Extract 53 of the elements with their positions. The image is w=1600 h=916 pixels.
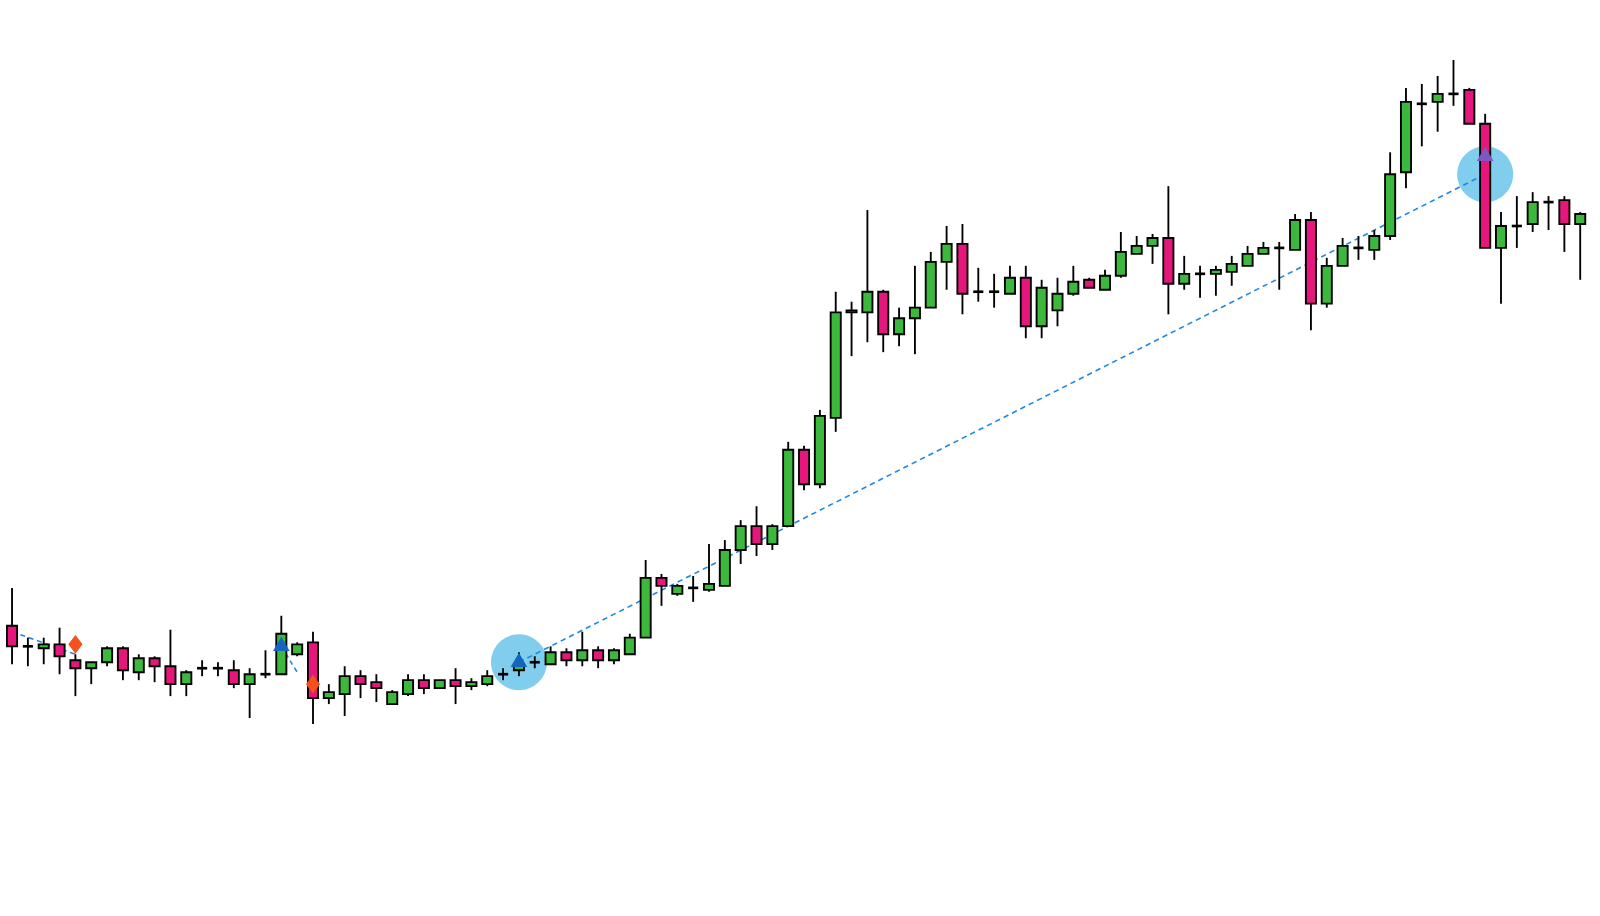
candlestick [1463, 86, 1476, 125]
candlestick [180, 669, 193, 698]
candlestick [1003, 264, 1016, 295]
candlestick [1114, 231, 1127, 279]
candlestick [85, 661, 98, 686]
candlestick [1526, 191, 1539, 233]
candlestick [893, 306, 906, 348]
candlestick [1099, 268, 1112, 291]
candlestick [1415, 82, 1429, 148]
candlestick [322, 683, 335, 706]
candlestick [623, 632, 636, 656]
point [306, 675, 320, 694]
candlestick [1495, 211, 1508, 305]
candlestick [1368, 229, 1381, 261]
candlestick [1209, 264, 1222, 297]
candlestick [971, 266, 985, 303]
candlestick [1067, 264, 1080, 297]
candlestick [798, 444, 811, 492]
point [68, 635, 83, 654]
candlestick [101, 645, 114, 668]
candlestick [259, 649, 272, 680]
candlestick [1289, 213, 1302, 251]
candlestick [877, 288, 890, 354]
candlestick [338, 665, 351, 717]
candlestick [987, 272, 1001, 309]
candlestick [908, 264, 921, 356]
candlestick [402, 673, 415, 698]
candlestick [576, 630, 589, 668]
candlestick [924, 250, 937, 309]
candlestick [703, 543, 716, 593]
candlestick [1225, 254, 1238, 287]
candlestick [1431, 75, 1444, 133]
candlestick [243, 667, 256, 719]
candlestick [1574, 211, 1587, 281]
candlestick [6, 586, 19, 666]
point [1477, 147, 1494, 162]
candlestick [227, 659, 240, 690]
point [273, 637, 290, 652]
candlestick [37, 636, 50, 666]
candlestick [53, 626, 66, 676]
candlestick [592, 645, 605, 670]
candlestick [1178, 254, 1191, 291]
candlestick [718, 539, 731, 587]
candlestick [1336, 237, 1349, 267]
candlestick [734, 519, 747, 565]
candlestick [1320, 256, 1333, 309]
candlestick [132, 653, 145, 682]
candlestick [417, 673, 430, 696]
candlestick [21, 636, 35, 668]
candlestick [1193, 264, 1207, 299]
candlestick [1558, 195, 1571, 253]
candlestick [69, 653, 82, 698]
candlestick [116, 645, 129, 682]
